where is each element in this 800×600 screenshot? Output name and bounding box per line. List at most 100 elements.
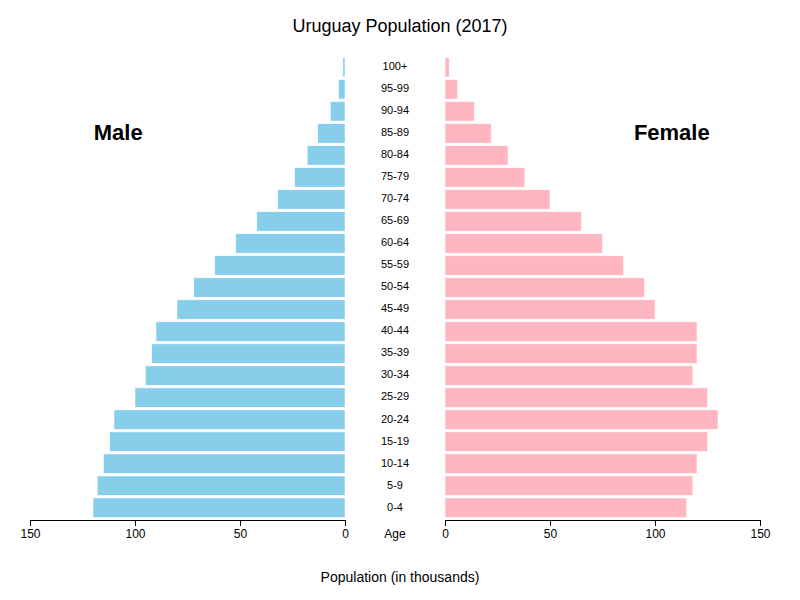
bar bbox=[445, 212, 582, 231]
category-label: 90-94 bbox=[381, 104, 409, 116]
bar bbox=[445, 80, 458, 99]
category-label: 45-49 bbox=[381, 302, 409, 314]
bar bbox=[114, 410, 345, 429]
tick-mark bbox=[240, 520, 241, 526]
bar bbox=[445, 168, 525, 187]
bar bbox=[343, 58, 345, 77]
tick-mark bbox=[345, 520, 346, 526]
tick-mark bbox=[135, 520, 136, 526]
tick: 50 bbox=[544, 520, 558, 541]
bar bbox=[318, 124, 345, 143]
axis-line bbox=[31, 521, 346, 527]
tick: 50 bbox=[234, 520, 248, 541]
bar bbox=[295, 168, 345, 187]
bar bbox=[330, 102, 345, 121]
tick-mark bbox=[655, 520, 656, 526]
category-label: 5-9 bbox=[387, 479, 403, 491]
tick-label: 150 bbox=[750, 527, 770, 541]
category-label: 95-99 bbox=[381, 82, 409, 94]
category-label: 25-29 bbox=[381, 390, 409, 402]
bar bbox=[110, 432, 345, 451]
category-label: 30-34 bbox=[381, 368, 409, 380]
category-label: 35-39 bbox=[381, 346, 409, 358]
tick-label: 150 bbox=[20, 527, 40, 541]
bars bbox=[93, 58, 345, 518]
category-label: 20-24 bbox=[381, 413, 409, 425]
bar bbox=[445, 322, 697, 341]
bar bbox=[104, 454, 346, 473]
bar bbox=[445, 300, 655, 319]
bar bbox=[236, 234, 345, 253]
bar bbox=[97, 476, 345, 495]
series-label: Female bbox=[634, 120, 710, 145]
category-label: 55-59 bbox=[381, 258, 409, 270]
bar bbox=[194, 278, 345, 297]
tick-mark bbox=[445, 520, 446, 526]
category-label: 65-69 bbox=[381, 214, 409, 226]
tick: 100 bbox=[645, 520, 665, 541]
tick: 150 bbox=[750, 520, 770, 541]
tick-mark bbox=[30, 520, 31, 526]
axis-line bbox=[446, 521, 761, 527]
category-label: 100+ bbox=[383, 60, 408, 72]
bar bbox=[445, 146, 508, 165]
bar bbox=[445, 498, 687, 517]
series-label: Male bbox=[94, 120, 143, 145]
bar bbox=[257, 212, 345, 231]
category-labels: 0-4 5-9 10-14 15-19 20-24 25-29 30-34 35-39 40-4… bbox=[381, 60, 409, 512]
bar bbox=[445, 234, 603, 253]
tick-label: 0 bbox=[342, 527, 349, 541]
title: Uruguay Population (2017) bbox=[292, 16, 507, 36]
tick: 150 bbox=[20, 520, 40, 541]
x-axis-title: Population (in thousands) bbox=[321, 569, 480, 585]
category-label: 75-79 bbox=[381, 170, 409, 182]
bar bbox=[152, 344, 345, 363]
bar bbox=[445, 476, 693, 495]
tick: 0 bbox=[342, 520, 349, 541]
x-axis: 0 50 100 150 bbox=[442, 520, 771, 541]
bar bbox=[445, 432, 708, 451]
bar bbox=[215, 256, 345, 275]
bar bbox=[177, 300, 345, 319]
bar bbox=[93, 498, 345, 517]
category-label: 10-14 bbox=[381, 457, 409, 469]
bar bbox=[445, 102, 474, 121]
category-label: 60-64 bbox=[381, 236, 409, 248]
tick-label: 0 bbox=[442, 527, 449, 541]
bar bbox=[445, 344, 697, 363]
bar bbox=[445, 124, 491, 143]
bar bbox=[307, 146, 345, 165]
bar bbox=[156, 322, 345, 341]
category-label: 70-74 bbox=[381, 192, 409, 204]
bar bbox=[445, 410, 718, 429]
bar bbox=[135, 388, 345, 407]
category-label: 40-44 bbox=[381, 324, 409, 336]
tick-label: 100 bbox=[125, 527, 145, 541]
x-axis: 0 50 100 150 bbox=[20, 520, 349, 541]
bar bbox=[339, 80, 345, 99]
bar bbox=[445, 366, 693, 385]
chart: Uruguay Population (2017) 0 50 100 150 Male 0 5… bbox=[0, 0, 800, 600]
bar bbox=[445, 388, 708, 407]
bar bbox=[445, 278, 645, 297]
bars bbox=[445, 58, 718, 518]
y-axis-title: Age bbox=[384, 527, 406, 541]
bar bbox=[445, 190, 550, 209]
tick: 0 bbox=[442, 520, 449, 541]
category-label: 85-89 bbox=[381, 126, 409, 138]
tick-mark bbox=[760, 520, 761, 526]
tick: 100 bbox=[125, 520, 145, 541]
bar bbox=[445, 256, 624, 275]
tick-mark bbox=[550, 520, 551, 526]
tick-label: 50 bbox=[234, 527, 248, 541]
tick-label: 50 bbox=[544, 527, 558, 541]
bar bbox=[445, 58, 449, 77]
tick-label: 100 bbox=[645, 527, 665, 541]
bar bbox=[146, 366, 346, 385]
bar bbox=[278, 190, 345, 209]
category-label: 50-54 bbox=[381, 280, 409, 292]
bar bbox=[445, 454, 697, 473]
category-label: 0-4 bbox=[387, 501, 403, 513]
category-label: 15-19 bbox=[381, 435, 409, 447]
category-label: 80-84 bbox=[381, 148, 409, 160]
